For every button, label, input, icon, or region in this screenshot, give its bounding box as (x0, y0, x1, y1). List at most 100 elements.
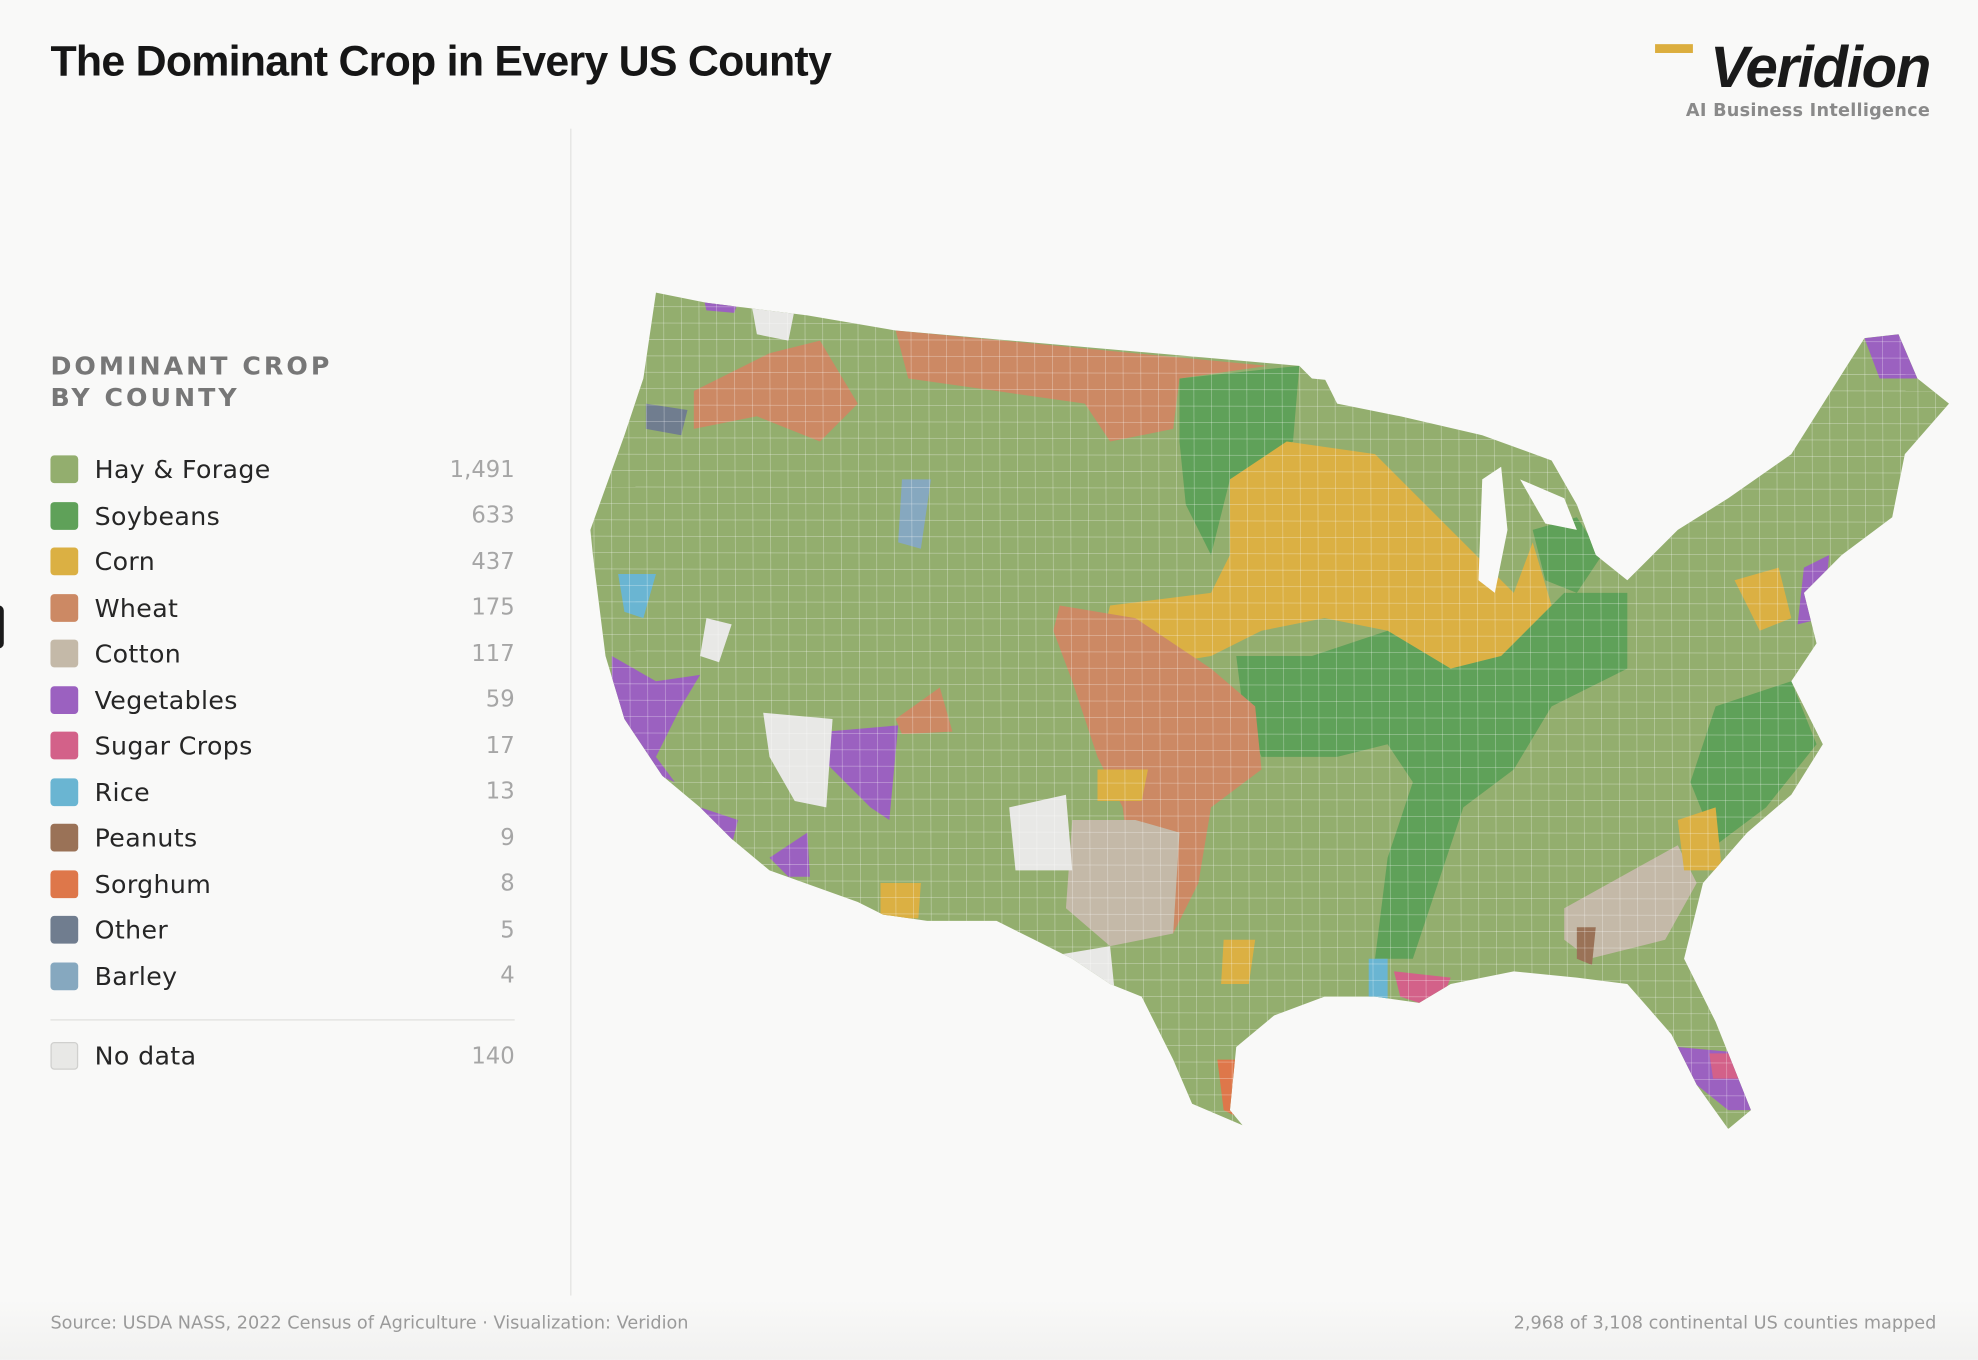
legend-label: Barley (94, 960, 178, 992)
county-border-line (590, 1027, 1949, 1032)
side-handle[interactable] (0, 605, 4, 649)
county-border-line (590, 765, 1949, 769)
region-wheat (1053, 605, 1262, 934)
region-rice (1368, 958, 1388, 1003)
county-border-line (590, 732, 1949, 736)
footer-bar (0, 1299, 1978, 1360)
legend-swatch (50, 962, 79, 990)
county-border-line (1334, 292, 1339, 1130)
region-wheat (693, 340, 858, 442)
county-border-line (590, 601, 1949, 605)
legend-label: Soybeans (94, 500, 221, 531)
legend-count: 633 (471, 502, 515, 529)
county-border-line (590, 847, 1949, 851)
region-wheat (895, 330, 1268, 442)
logo-accent-bar (1655, 44, 1694, 53)
legend-item-sorghum: Sorghum 8 (50, 861, 515, 907)
county-border-line (590, 1044, 1949, 1048)
county-border-line (590, 650, 1949, 654)
legend-item-soy: Soybeans 633 (50, 493, 515, 539)
county-border-line (590, 748, 1949, 753)
brand-name: Veridion (1655, 38, 1931, 96)
legend-label: Wheat (94, 592, 179, 623)
county-border-line (590, 781, 1949, 786)
legend-count: 8 (500, 870, 515, 898)
county-border-line (1175, 292, 1180, 1130)
legend-item-sugar: Sugar Crops 17 (50, 723, 515, 769)
legend-item-veg: Vegetables 59 (50, 677, 515, 723)
legend-label: Other (94, 914, 169, 946)
region-corn (1221, 939, 1256, 984)
legend-swatch (50, 685, 79, 714)
crop-regions (611, 298, 1918, 1123)
legend-count: 17 (485, 732, 515, 760)
county-border-line (590, 814, 1949, 818)
legend-swatch (50, 455, 79, 484)
legend-label: Hay & Forage (94, 454, 271, 485)
legend-swatch (50, 778, 79, 806)
legend-item-cotton: Cotton 117 (50, 631, 515, 677)
county-border-line (590, 1126, 1949, 1130)
legend-item-wheat: Wheat 175 (50, 585, 515, 631)
legend-item-hay: Hay & Forage 1,491 (50, 447, 515, 493)
legend-count: 5 (500, 916, 515, 944)
county-border-line (610, 292, 615, 1130)
county-border-line (590, 502, 1949, 507)
county-border-line (590, 552, 1949, 556)
region-soy (1179, 365, 1300, 556)
county-border-line (1953, 284, 1957, 1135)
region-other (645, 403, 688, 436)
region-corn (1097, 769, 1148, 802)
county-border-line (1298, 292, 1304, 1130)
county-border-line (590, 617, 1949, 622)
county-border-line (590, 584, 1949, 589)
legend-label: Cotton (94, 638, 182, 669)
county-border-line (590, 830, 1949, 835)
legend-item-other: Other 5 (50, 907, 515, 953)
region-nodata (750, 298, 795, 341)
region-soy (1690, 681, 1817, 846)
legend-count: 437 (471, 548, 515, 575)
county-border-line (590, 1093, 1949, 1097)
region-nodata (1009, 794, 1073, 871)
legend-label: Sorghum (94, 868, 212, 900)
source-note: Source: USDA NASS, 2022 Census of Agricu… (50, 1313, 689, 1334)
region-veg (1864, 334, 1918, 379)
county-border-line (1316, 292, 1322, 1130)
legend-swatch (50, 731, 79, 760)
county-border-line (590, 568, 1949, 572)
legend-divider (50, 1019, 515, 1021)
legend-label: Vegetables (94, 684, 238, 715)
county-border-line (1281, 292, 1286, 1130)
legend-count: 13 (485, 778, 515, 806)
great-lake (1520, 479, 1577, 530)
region-nodata (700, 618, 732, 663)
region-soy (1236, 592, 1628, 959)
legend-swatch (50, 824, 79, 852)
county-border-line (590, 292, 1949, 294)
legend-label: Corn (94, 546, 156, 577)
county-border-line (592, 292, 598, 1130)
county-border-line (590, 666, 1949, 671)
legend-item-corn: Corn 437 (50, 539, 515, 585)
region-sugar (1393, 971, 1451, 1010)
county-border-line (590, 1076, 1949, 1081)
page-title: The Dominant Crop in Every US County (50, 37, 832, 86)
county-border-line (1210, 292, 1216, 1130)
county-border-line (1245, 292, 1251, 1130)
coverage-note: 2,968 of 3,108 continental US counties m… (1513, 1313, 1937, 1334)
county-border-line (590, 716, 1949, 720)
legend: DOMINANT CROP BY COUNTY Hay & Forage 1,491… (50, 351, 515, 1080)
region-wheat (895, 687, 953, 735)
county-border-line (590, 683, 1949, 687)
great-lake (1478, 466, 1508, 593)
great-lake (1324, 378, 1451, 417)
legend-item-barley: Barley 4 (50, 953, 515, 999)
region-cotton (1564, 845, 1697, 959)
region-peanuts (1576, 927, 1596, 966)
county-border-line (1139, 292, 1145, 1130)
legend-swatch (50, 501, 79, 530)
brand-wordmark: Veridion (1710, 34, 1931, 100)
legend-label: Rice (94, 776, 151, 808)
